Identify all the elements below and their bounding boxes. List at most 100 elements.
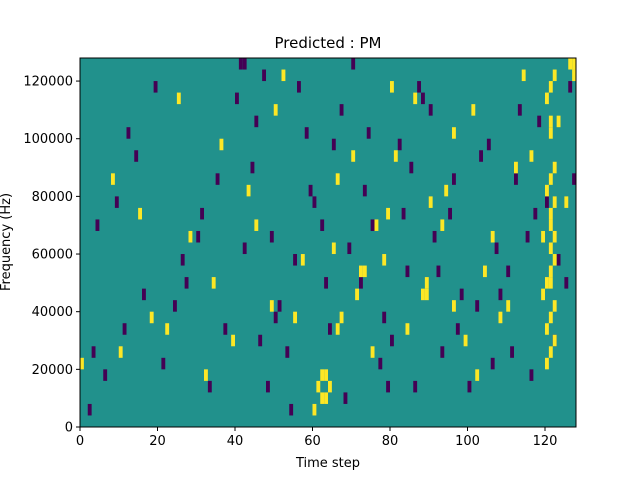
heatmap-cell-high — [552, 230, 557, 243]
heatmap-cell-high — [370, 346, 375, 358]
x-tick-label: 100 — [455, 434, 480, 449]
heatmap-cell-high — [188, 230, 193, 243]
heatmap-cell-low — [223, 323, 228, 335]
y-tick-label: 80000 — [32, 190, 73, 205]
y-tick-label: 40000 — [32, 305, 73, 320]
heatmap-cell-low — [459, 288, 464, 301]
heatmap-cell-low — [331, 138, 336, 151]
y-tick-label: 120000 — [23, 75, 73, 90]
heatmap-cell-high — [545, 323, 549, 335]
heatmap-cell-low — [297, 81, 301, 93]
heatmap-cell-high — [149, 311, 154, 324]
heatmap-cell-high — [548, 81, 553, 93]
heatmap-cell-low — [262, 69, 267, 82]
heatmap-cell-high — [452, 300, 456, 312]
heatmap-cell-high — [475, 369, 480, 381]
heatmap-cell-high — [440, 219, 445, 231]
heatmap-cells — [80, 58, 577, 416]
heatmap-cell-low — [200, 207, 205, 220]
heatmap-cell-low — [440, 346, 445, 358]
heatmap-cell-high — [548, 219, 553, 231]
y-axis-label: Frequency (Hz) — [0, 193, 14, 291]
heatmap-cell-high — [552, 254, 557, 266]
heatmap-cell-low — [421, 92, 425, 105]
heatmap-cell-low — [238, 58, 243, 70]
heatmap-cell-low — [339, 104, 344, 116]
heatmap-cell-high — [204, 369, 208, 381]
heatmap-cell-low — [308, 184, 313, 197]
heatmap-cell-high — [281, 69, 286, 82]
heatmap-cell-high — [405, 323, 410, 335]
heatmap-cell-low — [320, 219, 325, 231]
heatmap-cell-low — [479, 150, 484, 162]
heatmap-cell-high — [390, 81, 394, 93]
heatmap-cell-low — [362, 184, 367, 197]
heatmap-cell-high — [548, 311, 553, 324]
heatmap-cell-low — [436, 265, 441, 278]
heatmap-cell-low — [556, 254, 561, 266]
heatmap-cell-high — [176, 92, 181, 105]
heatmap-cell-low — [448, 207, 453, 220]
heatmap-cell-low — [359, 277, 363, 289]
heatmap-cell-low — [514, 173, 518, 185]
heatmap-cell-low — [475, 300, 480, 312]
heatmap-cell-high — [293, 311, 298, 324]
heatmap-cell-high — [335, 323, 340, 335]
heatmap-cell-low — [545, 196, 549, 208]
heatmap-cell-low — [153, 81, 158, 93]
heatmap-cell-high — [211, 277, 216, 289]
heatmap-cell-low — [417, 81, 422, 93]
heatmap-cell-high — [312, 403, 317, 416]
heatmap-cell-high — [269, 300, 274, 312]
heatmap-cell-high — [320, 392, 325, 404]
heatmap-cell-high — [374, 219, 379, 231]
heatmap-cell-low — [293, 254, 298, 266]
heatmap-cell-low — [510, 346, 515, 358]
heatmap-cell-low — [529, 369, 534, 381]
heatmap-cell-low — [87, 403, 92, 416]
heatmap-cell-low — [428, 104, 433, 116]
heatmap-cell-low — [537, 115, 542, 128]
heatmap-cell-high — [552, 300, 557, 312]
heatmap-cell-high — [331, 242, 336, 255]
heatmap-cell-high — [273, 104, 278, 116]
heatmap-cell-low — [432, 230, 437, 243]
heatmap-cell-high — [541, 230, 546, 243]
heatmap-cell-high — [300, 254, 305, 266]
heatmap-cell-high — [355, 288, 360, 301]
heatmap-cell-high — [362, 265, 367, 278]
heatmap-cell-low — [254, 115, 259, 128]
heatmap-cell-high — [556, 115, 561, 128]
heatmap-cell-low — [258, 334, 263, 347]
x-tick-label: 80 — [382, 434, 399, 449]
heatmap-cell-high — [545, 277, 549, 289]
heatmap-cell-high — [548, 207, 553, 220]
heatmap-cell-low — [277, 300, 282, 312]
heatmap-cell-high — [316, 380, 321, 393]
heatmap-cell-low — [498, 288, 503, 301]
x-tick-label: 0 — [76, 434, 84, 449]
heatmap-cell-low — [401, 207, 406, 220]
heatmap-cell-low — [328, 323, 332, 335]
y-tick-label: 100000 — [23, 132, 73, 147]
heatmap-cell-high — [548, 115, 553, 128]
heatmap-cell-low — [196, 230, 201, 243]
heatmap-cell-high — [339, 311, 344, 324]
heatmap-cell-low — [452, 173, 456, 185]
heatmap-cell-high — [328, 380, 332, 393]
y-axis: 0 20000 40000 60000 80000 100000 120000 — [23, 75, 80, 436]
heatmap-cell-low — [273, 311, 278, 324]
heatmap-cell-high — [382, 254, 387, 266]
heatmap-cell-low — [242, 242, 247, 255]
heatmap-cell-low — [207, 380, 212, 393]
heatmap-cell-low — [490, 357, 495, 370]
heatmap-cell-high — [421, 288, 425, 301]
heatmap-cell-low — [184, 277, 189, 289]
heatmap-cell-high — [351, 150, 356, 162]
heatmap-cell-low — [351, 58, 356, 70]
heatmap-cell-high — [424, 288, 429, 301]
heatmap-cell-high — [545, 357, 549, 370]
heatmap-cell-low — [250, 161, 255, 174]
heatmap-cell-high — [568, 58, 573, 70]
heatmap-cell-high — [552, 196, 557, 208]
